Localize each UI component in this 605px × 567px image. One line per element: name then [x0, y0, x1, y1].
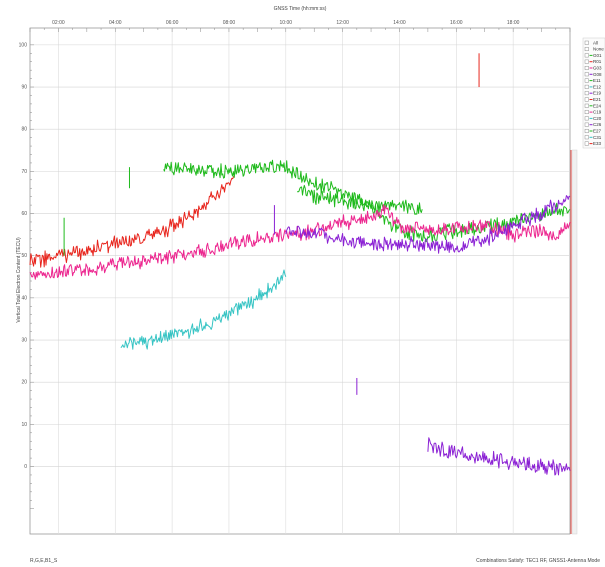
y-tick-label: 60 — [21, 211, 27, 217]
y-tick-label: 90 — [21, 85, 27, 91]
legend-label: E24 — [593, 103, 602, 108]
series-line-green — [163, 159, 571, 243]
x-tick-label: 06:00 — [166, 20, 179, 26]
x-tick-label: 18:00 — [507, 20, 520, 26]
y-tick-label: 10 — [21, 422, 27, 428]
legend-label: G08 — [593, 72, 602, 77]
legend-label: C20 — [593, 116, 602, 121]
legend-label: None — [593, 47, 604, 52]
legend-label: E12 — [593, 84, 602, 89]
x-tick-label: 02:00 — [52, 20, 65, 26]
legend-checkbox[interactable] — [584, 40, 589, 45]
legend-label: R01 — [593, 59, 602, 64]
y-tick-label: 80 — [21, 127, 27, 133]
legend-box — [582, 37, 605, 149]
x-tick-label: 10:00 — [280, 20, 293, 26]
series-line-purple-1 — [285, 195, 571, 254]
legend-checkbox[interactable] — [584, 78, 589, 83]
legend-label: All — [593, 40, 598, 45]
legend-checkbox[interactable] — [584, 103, 589, 108]
legend-label: E21 — [593, 97, 602, 102]
legend-checkbox[interactable] — [584, 116, 589, 121]
legend-checkbox[interactable] — [584, 91, 589, 96]
series-line-green-tail — [296, 184, 423, 215]
y-tick-label: 100 — [19, 42, 28, 48]
legend-checkbox[interactable] — [584, 128, 589, 133]
chart-title: GNSS Time (hh:mm:ss) — [274, 6, 327, 12]
legend-label: E19 — [593, 91, 602, 96]
legend-checkbox[interactable] — [584, 72, 589, 77]
footer-right: Combinations Satisfy: TEC1 RF, GNSS1-Ant… — [476, 558, 600, 564]
legend-label: E27 — [593, 129, 602, 134]
legend-label: E33 — [593, 141, 602, 146]
y-tick-label: 50 — [21, 253, 27, 259]
series-line-cyan — [120, 269, 287, 350]
y-tick-label: 70 — [21, 169, 27, 175]
y-tick-label: 30 — [21, 338, 27, 344]
y-tick-label: 40 — [21, 295, 27, 301]
x-tick-labels: 02:00 04:00 06:00 08:00 10:00 12:00 14:00 16:00… — [52, 20, 519, 26]
vertical-scrollbar[interactable] — [571, 149, 578, 535]
grid-lines — [29, 28, 571, 534]
x-tick-label: 04:00 — [109, 20, 122, 26]
legend-label: C26 — [593, 122, 602, 127]
footer-left: R,G,E,B1_S — [30, 558, 58, 564]
spike-marks — [63, 53, 480, 395]
legend-checkbox[interactable] — [584, 97, 589, 102]
legend-label: G03 — [593, 66, 602, 71]
y-axis-label: Vertical Total Electron Content (TECU) — [16, 237, 22, 323]
legend-checkbox[interactable] — [584, 84, 589, 89]
plot-frame — [29, 27, 571, 535]
legend-checkbox[interactable] — [584, 59, 589, 64]
series-line-purple-2 — [427, 437, 571, 476]
legend-checkbox[interactable] — [584, 53, 589, 58]
legend-checkbox[interactable] — [584, 110, 589, 115]
x-tick-label: 12:00 — [336, 20, 349, 26]
x-tick-label: 08:00 — [223, 20, 236, 26]
x-tick-label: 16:00 — [450, 20, 463, 26]
legend-checkbox[interactable] — [584, 122, 589, 127]
legend-label: C19 — [593, 110, 602, 115]
y-tick-label: 0 — [24, 464, 27, 470]
y-tick-label: 20 — [21, 380, 27, 386]
legend-label: E11 — [593, 78, 601, 83]
legend-checkbox[interactable] — [584, 135, 589, 140]
x-tick-label: 14:00 — [393, 20, 406, 26]
legend-checkbox[interactable] — [584, 141, 589, 146]
legend-label: C31 — [593, 135, 602, 140]
legend-checkbox[interactable] — [584, 47, 589, 51]
legend-checkbox[interactable] — [584, 65, 589, 70]
legend-label: G01 — [593, 53, 602, 58]
